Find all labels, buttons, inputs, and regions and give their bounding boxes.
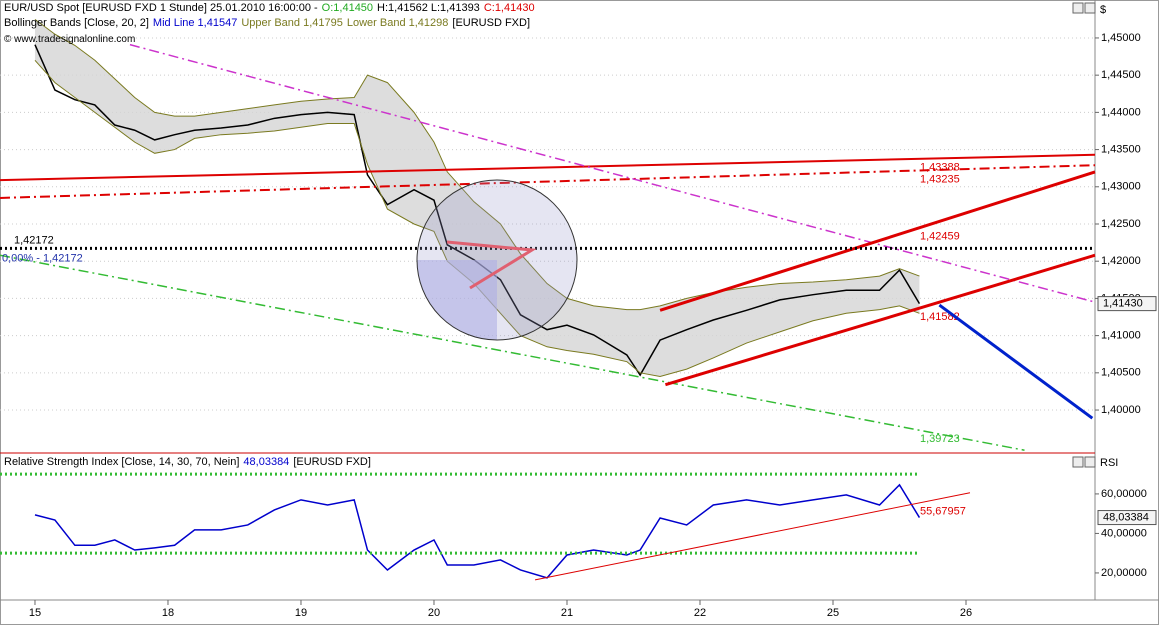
y-tick-label: 60,00000 xyxy=(1101,488,1147,500)
y-tick-label: 1,44000 xyxy=(1101,106,1141,118)
band-fill xyxy=(34,19,920,377)
triangle-annotation xyxy=(446,240,537,290)
y-tick-label: 40,00000 xyxy=(1101,527,1147,539)
circle-sector xyxy=(417,260,497,340)
rsi-header: Relative Strength Index [Close, 14, 30, … xyxy=(4,456,375,468)
header-close: C:1,41430 xyxy=(483,2,535,14)
trend-line xyxy=(0,254,1025,451)
watermark: © www.tradesignalonline.com xyxy=(4,34,136,45)
window-button[interactable] xyxy=(1072,456,1084,468)
y-tick-label: 1,43000 xyxy=(1101,181,1141,193)
x-tick-label: 20 xyxy=(428,607,440,619)
header-title: EUR/USD Spot [EURUSD FXD 1 Stunde] 25.01… xyxy=(4,2,318,14)
trend-line xyxy=(938,303,1094,420)
line-label: 1,39723 xyxy=(920,433,960,445)
y-tick-label: 1,42500 xyxy=(1101,218,1141,230)
line-label: 55,67957 xyxy=(920,506,966,518)
last-value-box xyxy=(1097,296,1157,312)
price-header: EUR/USD Spot [EURUSD FXD 1 Stunde] 25.01… xyxy=(4,2,539,14)
axis-unit: RSI xyxy=(1100,457,1118,469)
line-label: 1,43388 xyxy=(920,162,960,174)
circle-annotation xyxy=(416,179,578,341)
y-tick-label: 1,45000 xyxy=(1101,32,1141,44)
series-line xyxy=(34,44,921,377)
indicator-lower: Lower Band 1,41298 xyxy=(346,17,449,29)
trend-line xyxy=(659,170,1096,312)
indicator-upper: Upper Band 1,41795 xyxy=(241,17,343,29)
x-tick-label: 22 xyxy=(694,607,706,619)
indicator-name: Bollinger Bands [Close, 20, 2] xyxy=(4,17,149,29)
indicator-header: Bollinger Bands [Close, 20, 2] Mid Line 1… xyxy=(4,17,534,29)
rsi-value: 48,03384 xyxy=(243,456,290,468)
header-open: O:1,41450 xyxy=(321,2,374,14)
x-tick-label: 15 xyxy=(29,607,41,619)
series-line xyxy=(34,483,921,579)
window-button[interactable] xyxy=(1084,456,1096,468)
rsi-symbol: [EURUSD FXD] xyxy=(293,456,371,468)
y-tick-label: 20,00000 xyxy=(1101,567,1147,579)
indicator-symbol: [EURUSD FXD] xyxy=(452,17,531,29)
y-tick-label: 1,44500 xyxy=(1101,69,1141,81)
trend-line xyxy=(0,164,1096,199)
line-label: 1,43235 xyxy=(920,173,960,185)
indicator-mid: Mid Line 1,41547 xyxy=(152,17,238,29)
axis-unit: $ xyxy=(1100,4,1106,16)
last-value-label: 1,41430 xyxy=(1103,298,1143,310)
x-tick-label: 19 xyxy=(295,607,307,619)
window-button[interactable] xyxy=(1072,2,1084,14)
x-tick-label: 25 xyxy=(827,607,839,619)
rsi-title: Relative Strength Index [Close, 14, 30, … xyxy=(4,456,240,468)
trend-line xyxy=(0,153,1096,182)
last-value-box xyxy=(1097,510,1157,526)
circle xyxy=(416,179,578,341)
x-tick-label: 26 xyxy=(960,607,972,619)
trend-line xyxy=(534,492,971,581)
band-line xyxy=(34,18,920,311)
x-tick-label: 21 xyxy=(561,607,573,619)
window-button[interactable] xyxy=(1084,2,1096,14)
last-value-label: 48,03384 xyxy=(1103,511,1149,523)
y-tick-label: 1,40000 xyxy=(1101,404,1141,416)
x-tick-label: 18 xyxy=(162,607,174,619)
trend-line xyxy=(129,43,1096,303)
line-label: 1,42459 xyxy=(920,231,960,243)
level-label: 1,42172 xyxy=(14,234,54,246)
y-tick-label: 1,43500 xyxy=(1101,143,1141,155)
header-high-low: H:1,41562 L:1,41393 xyxy=(377,2,480,14)
fib-label: 0,00% - 1,42172 xyxy=(2,252,83,264)
y-tick-label: 1,41000 xyxy=(1101,330,1141,342)
y-tick-label: 1,40500 xyxy=(1101,367,1141,379)
y-tick-label: 1,42000 xyxy=(1101,255,1141,267)
trend-line xyxy=(664,253,1096,387)
band-line xyxy=(34,59,920,378)
